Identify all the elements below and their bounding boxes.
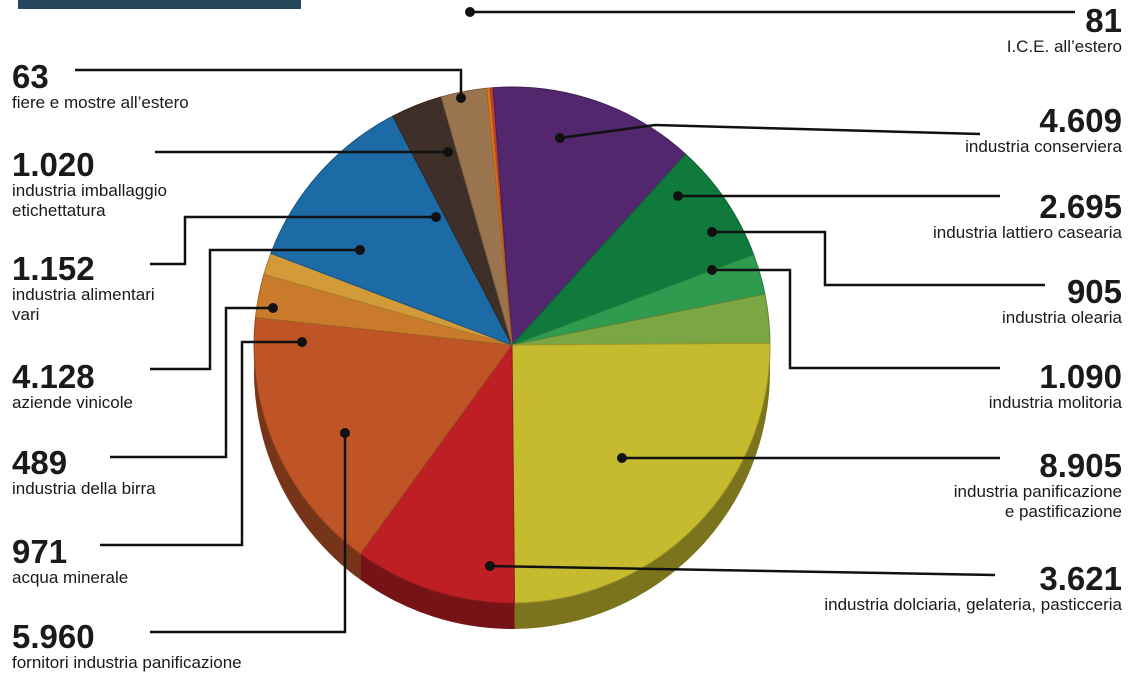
leader-dot-1 <box>555 133 565 143</box>
pie-slice-7 <box>253 317 513 555</box>
caption-label-11-1: vari <box>12 305 39 324</box>
leader-dot-0 <box>465 7 475 17</box>
leader-dot-10 <box>355 245 365 255</box>
caption-label-9-0: industria della birra <box>12 479 156 498</box>
leader-dot-13 <box>456 93 466 103</box>
pie-slice-side-5 <box>514 343 771 629</box>
caption-label-8-0: acqua minerale <box>12 568 128 587</box>
value-label-11: 1.152 <box>12 250 95 287</box>
leader-line-11 <box>150 215 436 266</box>
caption-label-11-0: industria alimentari <box>12 285 155 304</box>
pie-slice-2 <box>511 153 755 346</box>
value-label-2: 2.695 <box>1039 188 1122 225</box>
leader-dot-7 <box>340 428 350 438</box>
leader-line-6 <box>489 564 996 577</box>
leader-line-7 <box>150 433 347 634</box>
caption-label-5-0: industria panificazione <box>954 482 1122 501</box>
pie-slices-layer <box>253 86 771 604</box>
leader-lines-layer <box>75 7 1075 634</box>
pie-slice-side-6 <box>360 553 515 630</box>
leader-line-8 <box>100 340 302 547</box>
pie-slice-13 <box>486 87 513 346</box>
pie-slice-10 <box>270 115 514 346</box>
caption-label-6-0: industria dolciaria, gelateria, pasticce… <box>824 595 1122 614</box>
caption-label-2-0: industria lattiero casearia <box>933 223 1123 242</box>
caption-label-10-0: aziende vinicole <box>12 393 133 412</box>
value-label-12: 1.020 <box>12 146 95 183</box>
value-label-8: 971 <box>12 533 67 570</box>
caption-label-7-0: fornitori industria panificazione <box>12 653 242 672</box>
caption-label-3-0: industria olearia <box>1002 308 1123 327</box>
caption-label-1-0: industria conserviera <box>965 137 1122 156</box>
leader-dot-9 <box>268 303 278 313</box>
pie-slice-5 <box>511 342 771 604</box>
leader-line-9 <box>110 306 273 459</box>
leader-dot-5 <box>617 453 627 463</box>
caption-label-12-1: etichettatura <box>12 201 106 220</box>
leader-line-3 <box>712 230 1045 287</box>
caption-label-5-1: e pastificazione <box>1005 502 1122 521</box>
leader-line-1 <box>559 123 981 140</box>
leader-dot-4 <box>707 265 717 275</box>
caption-label-12-0: industria imballaggio <box>12 181 167 200</box>
value-label-9: 489 <box>12 444 67 481</box>
pie-slice-6 <box>359 343 516 604</box>
pie-slice-1 <box>492 86 687 347</box>
caption-label-13-0: fiere e mostre all’estero <box>12 93 189 112</box>
leader-line-10 <box>150 248 360 371</box>
caption-label-0-0: I.C.E. all’estero <box>1007 37 1122 56</box>
value-label-7: 5.960 <box>12 618 95 655</box>
leader-dot-8 <box>297 337 307 347</box>
value-label-1: 4.609 <box>1039 102 1122 139</box>
leader-dot-3 <box>707 227 717 237</box>
leader-line-13 <box>75 68 463 98</box>
value-label-4: 1.090 <box>1039 358 1122 395</box>
value-label-0: 81 <box>1085 2 1122 39</box>
leader-dot-6 <box>485 561 495 571</box>
title-bar <box>18 0 301 9</box>
leader-line-4 <box>712 268 1000 370</box>
value-label-13: 63 <box>12 58 49 95</box>
value-label-3: 905 <box>1067 273 1122 310</box>
leader-dot-2 <box>673 191 683 201</box>
value-label-5: 8.905 <box>1039 447 1122 484</box>
value-label-10: 4.128 <box>12 358 95 395</box>
leader-dot-11 <box>431 212 441 222</box>
leader-dot-12 <box>443 147 453 157</box>
caption-label-4-0: industria molitoria <box>989 393 1123 412</box>
value-label-6: 3.621 <box>1039 560 1122 597</box>
